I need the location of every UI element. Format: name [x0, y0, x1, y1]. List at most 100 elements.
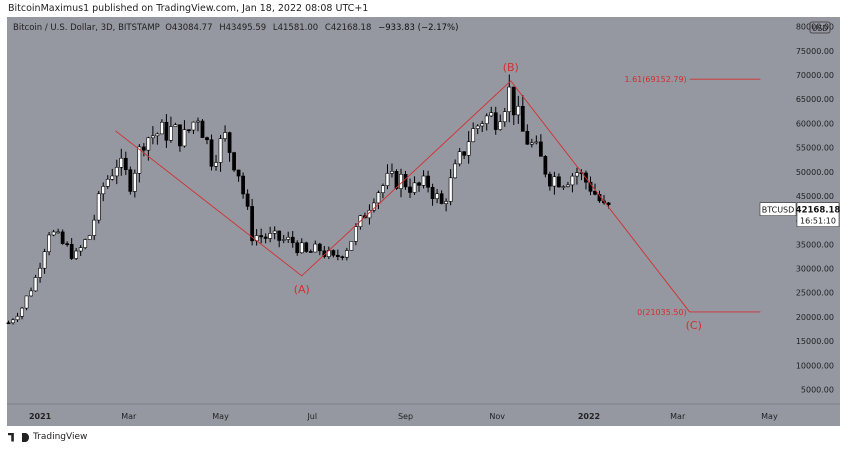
candle — [349, 241, 354, 251]
symbol-info: Bitcoin / U.S. Dollar, 3D, BITSTAMP O430… — [13, 23, 458, 33]
y-tick-label: 50000.00 — [796, 168, 834, 177]
candle — [471, 128, 476, 143]
candle — [42, 251, 47, 269]
candle — [33, 277, 38, 292]
candle — [444, 201, 448, 204]
tradingview-logo-icon — [8, 432, 14, 442]
candle — [308, 251, 313, 253]
candle — [245, 193, 250, 207]
candle — [529, 142, 534, 145]
y-tick-label: 70000.00 — [796, 71, 834, 80]
price-chart[interactable]: 5000.00 10000.00 15000.00 20000.00 25000.00 3… — [0, 0, 850, 432]
candle — [335, 254, 340, 257]
candle — [480, 123, 485, 127]
candle — [606, 202, 611, 205]
fib-level-label: 0(21035.50) — [637, 308, 687, 317]
candle — [557, 176, 561, 188]
chart-pane[interactable]: Bitcoin / U.S. Dollar, 3D, BITSTAMP O430… — [7, 17, 840, 404]
candle — [69, 244, 74, 259]
candle — [575, 172, 579, 177]
candle — [290, 236, 295, 244]
change-value: −933.83 (−2.17%) — [378, 23, 459, 33]
published-header: BitcoinMaximus1 published on TradingView… — [8, 3, 369, 14]
candle — [223, 132, 227, 139]
candle — [516, 105, 521, 116]
candle — [191, 121, 196, 131]
last-price-value: 42168.18 — [796, 206, 841, 216]
candle — [566, 184, 570, 187]
candle — [182, 129, 187, 147]
candle — [268, 233, 273, 239]
y-tick-label: 30000.00 — [796, 265, 834, 274]
x-tick-label: Mar — [121, 412, 137, 421]
candle — [412, 182, 417, 193]
candle — [232, 152, 236, 171]
candle — [570, 175, 575, 186]
candle — [421, 175, 426, 186]
candle — [56, 231, 61, 234]
candle — [178, 124, 182, 147]
candle — [74, 250, 79, 259]
candle — [105, 178, 110, 187]
candle — [588, 181, 593, 192]
candle — [408, 186, 412, 193]
candle — [534, 141, 539, 144]
candle — [96, 193, 101, 221]
wave-line — [114, 80, 691, 313]
candle — [205, 137, 209, 141]
candle — [101, 186, 106, 195]
candle — [277, 230, 282, 241]
candle — [313, 243, 318, 253]
candle — [439, 193, 444, 204]
candle — [489, 112, 494, 117]
candle — [295, 242, 300, 254]
candle — [87, 235, 92, 240]
wave-label: (A) — [294, 283, 310, 296]
candle — [164, 121, 169, 141]
candle — [259, 235, 264, 238]
candle — [593, 191, 597, 195]
y-tick-label: 35000.00 — [796, 240, 834, 249]
close-label: C — [324, 23, 331, 33]
candle — [507, 86, 512, 112]
candle — [123, 157, 128, 171]
candle — [399, 174, 403, 189]
candle — [547, 173, 552, 187]
candle — [511, 86, 516, 116]
y-tick-label: 75000.00 — [796, 47, 834, 56]
candle — [160, 121, 164, 135]
y-tick-label: 10000.00 — [796, 361, 834, 370]
candle — [169, 126, 173, 141]
candle — [155, 133, 160, 137]
x-tick-label: 2022 — [578, 412, 600, 421]
y-tick-label: 20000.00 — [796, 313, 834, 322]
time-axis — [7, 404, 840, 426]
candle — [24, 295, 29, 309]
candle — [6, 322, 11, 325]
candle — [394, 171, 399, 189]
candle — [376, 192, 381, 204]
open-value: 43084.77 — [171, 23, 213, 33]
candle — [385, 173, 390, 186]
y-tick-label: 80000.00 — [796, 23, 834, 32]
candle — [331, 250, 336, 256]
y-tick-label: 55000.00 — [796, 144, 834, 153]
candle — [390, 171, 394, 174]
candle — [263, 236, 268, 239]
candle — [20, 307, 24, 317]
candle — [141, 146, 146, 151]
x-tick-label: May — [212, 412, 229, 421]
candle — [475, 125, 480, 129]
candle — [299, 242, 304, 254]
candle — [114, 167, 119, 177]
high-value: 43495.59 — [225, 23, 267, 33]
wave-label: (C) — [686, 319, 702, 332]
candle — [381, 185, 385, 193]
candle — [453, 163, 458, 179]
candle — [493, 112, 498, 130]
candle — [132, 172, 137, 192]
last-price-badge — [796, 202, 840, 227]
candle — [47, 234, 51, 252]
candle — [466, 141, 471, 156]
candle — [38, 267, 42, 278]
